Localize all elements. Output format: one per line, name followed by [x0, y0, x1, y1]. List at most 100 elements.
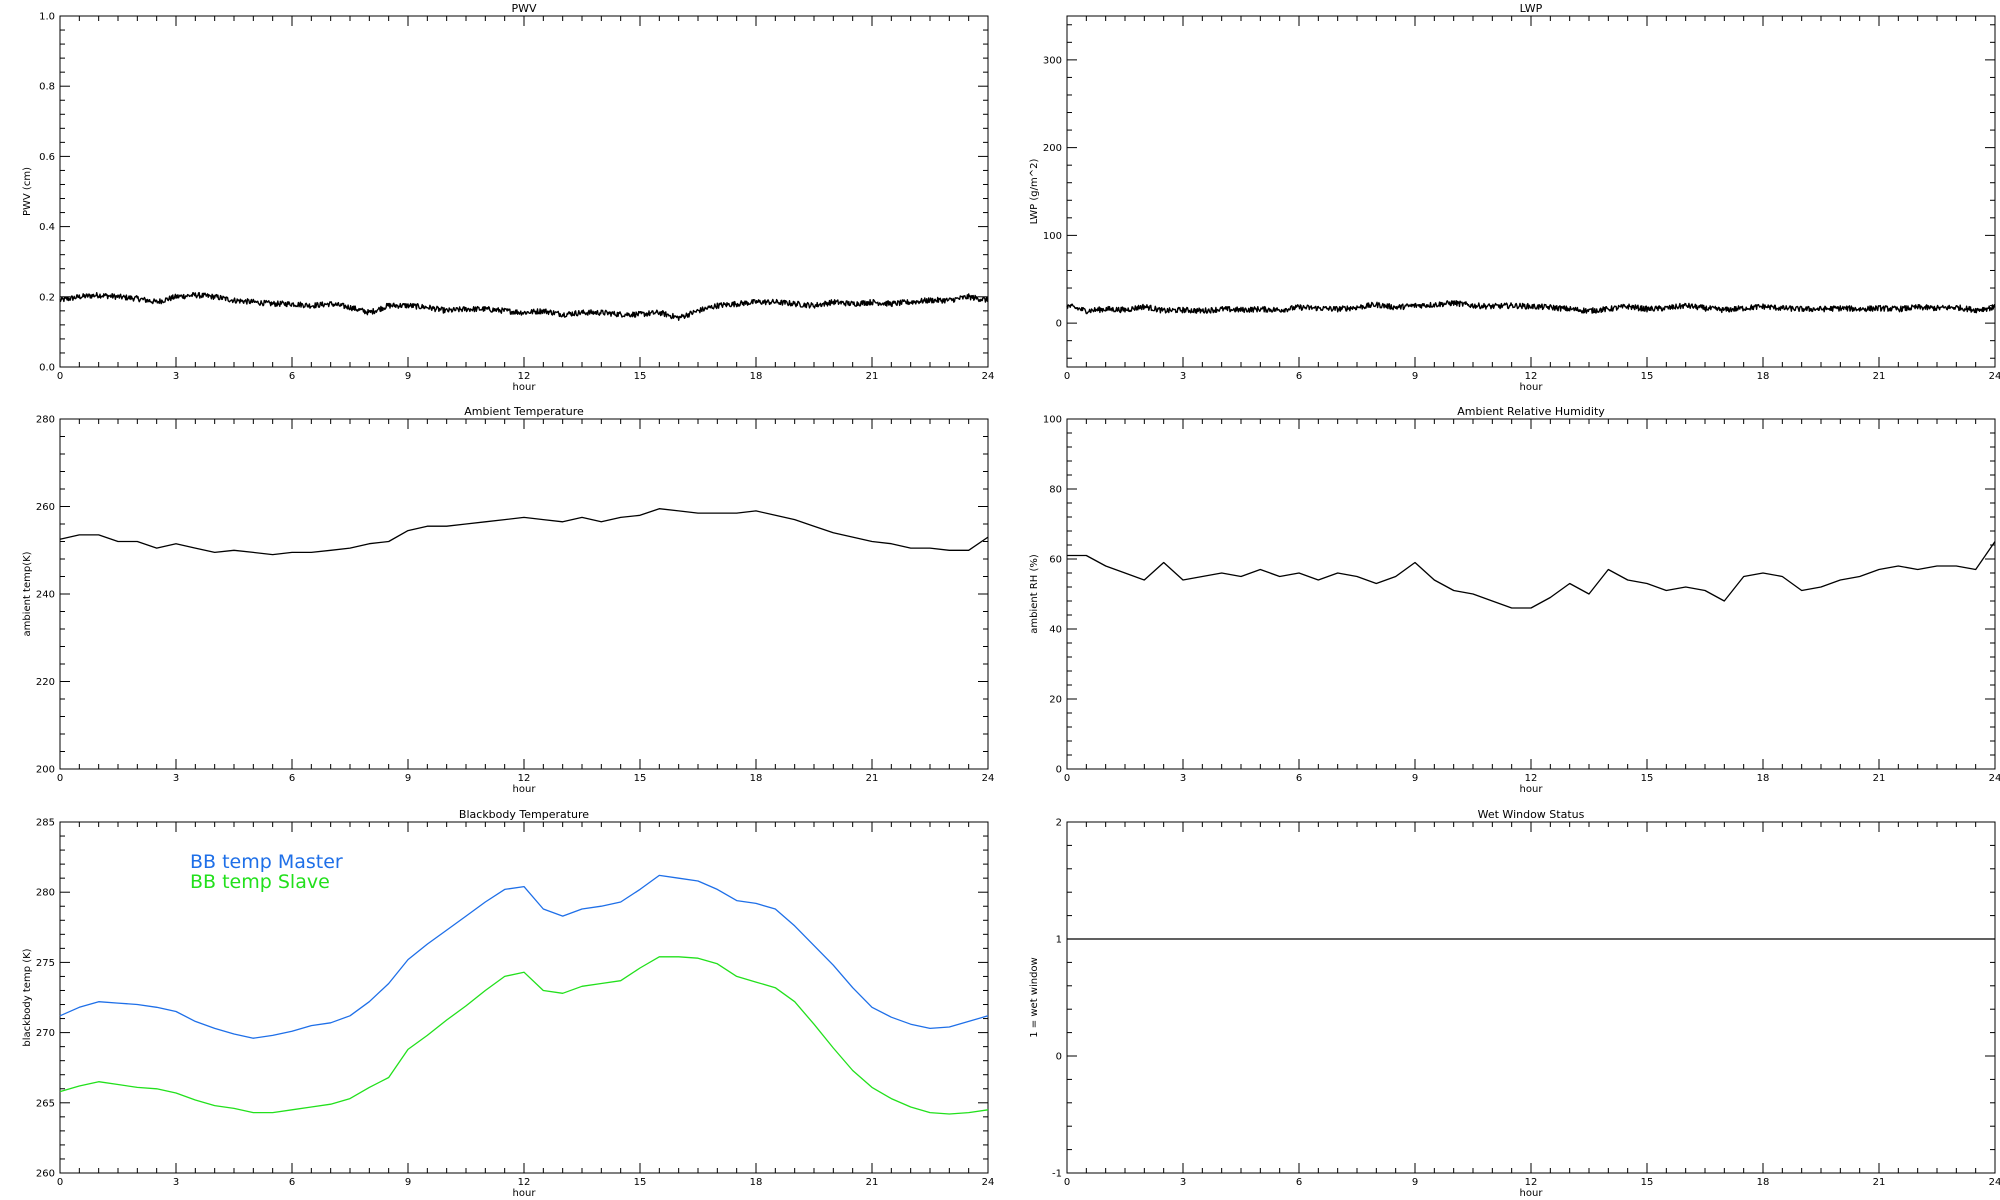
chart-blackbody-temperature: Blackbody Temperature 0 3 6 9 12 15 18 21 24 hour 2… — [22, 808, 994, 1199]
x-tick-label: 18 — [1757, 371, 1770, 382]
series-line-0 — [59, 292, 989, 321]
x-tick-label: 15 — [1641, 773, 1654, 784]
x-axis-label: hour — [513, 382, 537, 393]
y-tick-label: 0.2 — [39, 292, 55, 303]
x-tick-label: 18 — [750, 773, 763, 784]
x-tick-label: 12 — [1525, 371, 1538, 382]
legend-entry: BB temp Master — [190, 851, 343, 873]
x-axis-label: hour — [513, 784, 537, 795]
x-tick-label: 24 — [1989, 371, 2000, 382]
x-tick-label: 24 — [982, 371, 995, 382]
y-tick-label: 285 — [36, 818, 55, 829]
x-tick-label: 21 — [1873, 371, 1886, 382]
x-tick-label: 21 — [1873, 773, 1886, 784]
x-tick-label: 15 — [1641, 371, 1654, 382]
x-tick-label: 6 — [289, 1177, 295, 1188]
y-axis-label: PWV (cm) — [22, 167, 33, 216]
y-tick-label: 280 — [36, 415, 55, 426]
x-tick-label: 15 — [634, 371, 647, 382]
y-tick-label: 100 — [1043, 231, 1062, 242]
y-tick-label: 0.6 — [39, 152, 55, 163]
y-axis-label: blackbody temp (K) — [22, 948, 33, 1046]
y-tick-label: 200 — [36, 765, 55, 776]
x-tick-label: 9 — [405, 773, 411, 784]
x-tick-label: 18 — [1757, 1177, 1770, 1188]
x-tick-label: 24 — [1989, 1177, 2000, 1188]
series-line-0 — [59, 508, 989, 556]
x-tick-label: 6 — [289, 371, 295, 382]
x-tick-label: 0 — [57, 773, 63, 784]
x-tick-label: 21 — [1873, 1177, 1886, 1188]
y-tick-label: 1.0 — [39, 12, 55, 23]
x-axis-label: hour — [1520, 382, 1544, 393]
y-axis-label: ambient RH (%) — [1029, 554, 1040, 634]
x-tick-label: 15 — [1641, 1177, 1654, 1188]
y-tick-label: 0.4 — [39, 222, 55, 233]
y-tick-label: 2 — [1056, 818, 1062, 829]
x-tick-label: 6 — [1296, 1177, 1302, 1188]
x-tick-label: 15 — [634, 773, 647, 784]
series-line-1 — [59, 956, 989, 1115]
y-tick-label: 60 — [1049, 555, 1062, 566]
y-tick-label: 265 — [36, 1098, 55, 1109]
x-axis-label: hour — [1520, 784, 1544, 795]
chart-title: PWV — [511, 2, 537, 15]
y-tick-label: 240 — [36, 590, 55, 601]
y-tick-label: 0 — [1056, 319, 1062, 330]
plot-frame — [59, 15, 989, 368]
series-line-0 — [59, 874, 989, 1039]
chart-title: Wet Window Status — [1478, 808, 1585, 821]
y-tick-label: -1 — [1052, 1169, 1062, 1180]
chart-title: Blackbody Temperature — [459, 808, 589, 821]
x-tick-label: 3 — [173, 371, 179, 382]
chart-title: Ambient Relative Humidity — [1457, 405, 1605, 418]
y-tick-label: 270 — [36, 1028, 55, 1039]
x-tick-label: 24 — [982, 1177, 995, 1188]
y-tick-label: 80 — [1049, 485, 1062, 496]
x-tick-label: 3 — [1180, 773, 1186, 784]
x-tick-label: 24 — [1989, 773, 2000, 784]
x-tick-label: 3 — [173, 773, 179, 784]
x-tick-label: 12 — [1525, 773, 1538, 784]
y-tick-label: 20 — [1049, 695, 1062, 706]
y-tick-label: 260 — [36, 1169, 55, 1180]
x-tick-label: 9 — [405, 371, 411, 382]
x-tick-label: 3 — [1180, 371, 1186, 382]
plot-frame — [1066, 15, 1996, 368]
y-tick-label: 200 — [1043, 143, 1062, 154]
series-line-0 — [1066, 300, 1996, 315]
y-tick-label: 275 — [36, 958, 55, 969]
chart-pwv: PWV 0 3 6 9 12 15 18 21 24 hour 0.0 0.2 0.4 0.6 0.8 1.0 P… — [22, 2, 994, 393]
x-tick-label: 24 — [982, 773, 995, 784]
x-tick-label: 0 — [1064, 1177, 1070, 1188]
chart-lwp: LWP 0 3 6 9 12 15 18 21 24 hour 0 100 200 300 LWP (g/m^… — [1029, 2, 2000, 393]
x-tick-label: 12 — [518, 773, 531, 784]
y-tick-label: 220 — [36, 677, 55, 688]
x-tick-label: 18 — [1757, 773, 1770, 784]
x-tick-label: 0 — [1064, 773, 1070, 784]
x-tick-label: 6 — [289, 773, 295, 784]
chart-ambient-relative-humidity: Ambient Relative Humidity 0 3 6 9 12 15 18 21 24 h… — [1029, 405, 2000, 795]
chart-ambient-temperature: Ambient Temperature 0 3 6 9 12 15 18 21 24 hour 200… — [22, 405, 994, 795]
plot-frame — [59, 418, 989, 770]
y-tick-label: 40 — [1049, 625, 1062, 636]
y-tick-label: 280 — [36, 888, 55, 899]
x-tick-label: 0 — [57, 1177, 63, 1188]
x-tick-label: 21 — [866, 371, 879, 382]
x-tick-label: 15 — [634, 1177, 647, 1188]
y-tick-label: 1 — [1056, 935, 1062, 946]
chart-title: Ambient Temperature — [464, 405, 584, 418]
y-tick-label: 0 — [1056, 1052, 1062, 1063]
x-axis-label: hour — [513, 1188, 537, 1199]
y-tick-label: 0.8 — [39, 82, 55, 93]
series-line-0 — [1067, 541, 1996, 609]
legend-entry: BB temp Slave — [190, 871, 330, 893]
y-axis-label: ambient temp(K) — [22, 551, 33, 636]
x-tick-label: 12 — [1525, 1177, 1538, 1188]
x-axis-label: hour — [1520, 1188, 1544, 1199]
y-axis-label: LWP (g/m^2) — [1029, 159, 1040, 225]
x-tick-label: 0 — [57, 371, 63, 382]
plot-frame — [1066, 418, 1996, 770]
